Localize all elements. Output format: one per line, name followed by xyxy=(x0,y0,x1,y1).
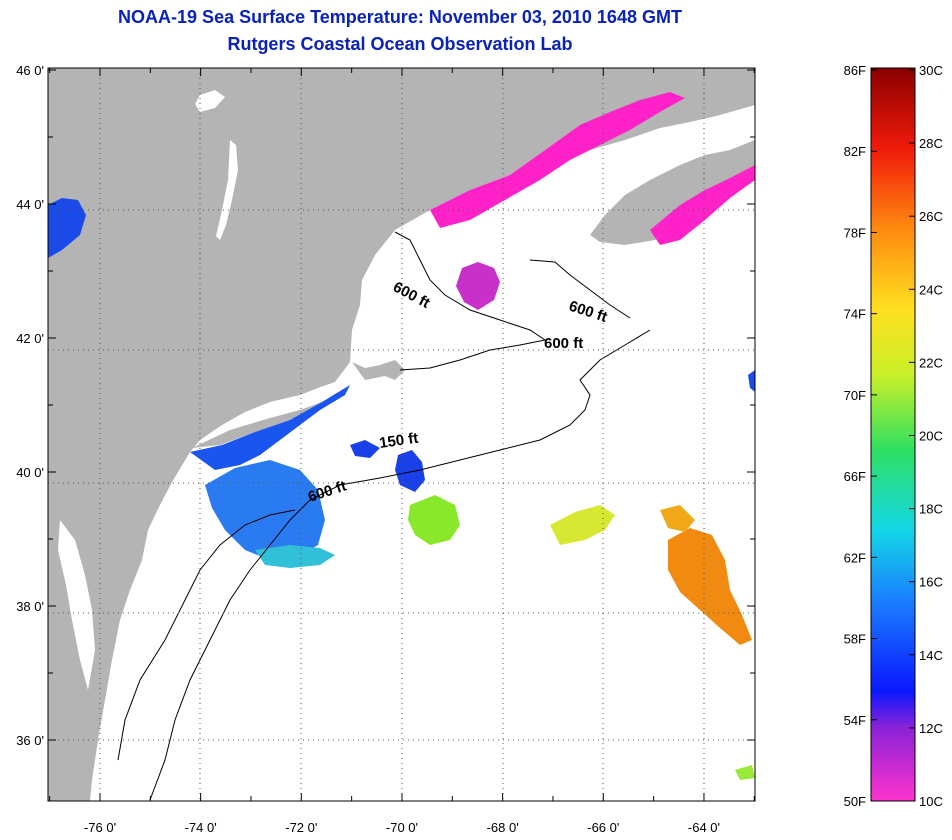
colorbar-f-label: 82F xyxy=(844,144,866,159)
sst-patch-gulf-stream xyxy=(668,528,752,645)
sst-patch-slope-yellow xyxy=(550,505,615,545)
colorbar-c-label: 18C xyxy=(919,502,943,517)
sst-patch-southeast-green xyxy=(735,765,755,780)
lon-label: -68 0' xyxy=(487,820,519,835)
map-title: NOAA-19 Sea Surface Temperature: Novembe… xyxy=(118,7,682,27)
sst-patch-nj-shelf-edge xyxy=(255,545,335,568)
sst-patch-gulf-of-maine-north xyxy=(430,92,685,228)
colorbar-c-label: 10C xyxy=(919,794,943,809)
lon-label: -72 0' xyxy=(285,820,317,835)
colorbar-labels: 86F 82F 78F 74F 70F 66F 62F 58F 54F 50F 30C 28C 26C 2… xyxy=(844,63,943,809)
colorbar-c-label: 30C xyxy=(919,63,943,78)
lon-label: -76 0' xyxy=(84,820,116,835)
map-axes: 46 0' 44 0' 42 0' 40 0' 38 0' 36 0' -76 0' -74 … xyxy=(16,63,755,835)
colorbar-f-label: 54F xyxy=(844,713,866,728)
chesapeake-bay xyxy=(58,520,95,690)
colorbar-c-label: 26C xyxy=(919,209,943,224)
colorbar-f-label: 50F xyxy=(844,794,866,809)
sst-patch-east-blue xyxy=(748,370,755,392)
isobath-line xyxy=(117,509,296,761)
colorbar-f-label: 62F xyxy=(844,550,866,565)
colorbar-gradient xyxy=(870,67,916,802)
colorbar-c-label: 16C xyxy=(919,575,943,590)
colorbar-c-label: 20C xyxy=(919,429,943,444)
sst-patch-shelf-west xyxy=(190,385,350,470)
nova-scotia xyxy=(590,140,755,245)
lat-label: 38 0' xyxy=(16,599,44,614)
lake-inland xyxy=(195,90,225,112)
lat-label: 46 0' xyxy=(16,63,44,78)
map-grid xyxy=(48,68,755,801)
isobath-label: 150 ft xyxy=(378,430,419,452)
lat-label: 44 0' xyxy=(16,197,44,212)
sst-patch-slope-green xyxy=(408,495,460,545)
isobath-label: 600 ft xyxy=(544,335,583,352)
lat-label: 42 0' xyxy=(16,331,44,346)
lake-champlain xyxy=(216,140,238,240)
colorbar-f-label: 58F xyxy=(844,632,866,647)
colorbar-c-label: 22C xyxy=(919,355,943,370)
sst-patch-gulf-of-maine-center xyxy=(456,262,500,310)
sst-patch-nj-shelf xyxy=(205,460,325,560)
sst-patch-lake-ontario xyxy=(48,198,86,258)
lat-label: 40 0' xyxy=(16,465,44,480)
lat-label: 36 0' xyxy=(16,733,44,748)
colorbar-c-label: 12C xyxy=(919,721,943,736)
isobath-line xyxy=(394,231,547,371)
sst-patch-georges-bank xyxy=(350,440,380,458)
us-landmass xyxy=(48,68,580,801)
map-subtitle: Rutgers Coastal Ocean Observation Lab xyxy=(227,34,573,54)
colorbar-f-label: 78F xyxy=(844,225,866,240)
colorbar-f-label: 66F xyxy=(844,469,866,484)
lon-label: -64 0' xyxy=(688,820,720,835)
colorbar-c-label: 28C xyxy=(919,136,943,151)
colorbar-f-label: 70F xyxy=(844,388,866,403)
colorbar-c-label: 24C xyxy=(919,282,943,297)
cape-cod xyxy=(352,360,405,380)
sst-patch-gulf-stream-core xyxy=(660,505,695,532)
lon-label: -74 0' xyxy=(185,820,217,835)
colorbar-f-label: 74F xyxy=(844,307,866,322)
colorbar-c-label: 14C xyxy=(919,648,943,663)
sst-patch-bay-of-fundy xyxy=(650,165,755,245)
isobath-line xyxy=(149,329,651,801)
isobath-line xyxy=(529,259,631,319)
sst-patch-georges-bank-south xyxy=(395,450,425,492)
lon-label: -66 0' xyxy=(587,820,619,835)
lon-label: -70 0' xyxy=(386,820,418,835)
colorbar-f-label: 86F xyxy=(844,63,866,78)
long-island xyxy=(192,402,322,448)
